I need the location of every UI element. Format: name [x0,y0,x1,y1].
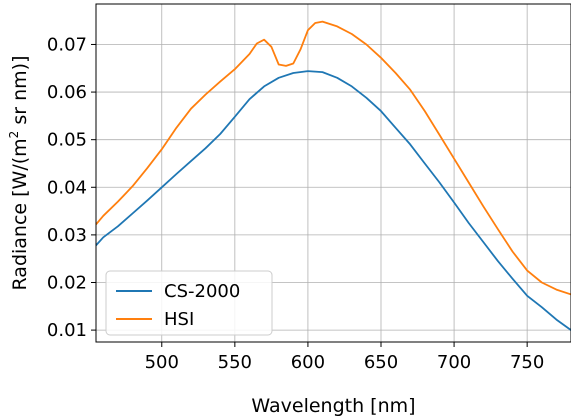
y-tick-label: 0.01 [47,320,87,341]
legend-label-1: HSI [164,309,194,330]
x-tick-label: 700 [437,352,471,373]
legend-label-0: CS-2000 [164,281,240,302]
x-axis-label: Wavelength [nm] [251,395,415,417]
plot-area-frame [95,3,571,343]
grid-lines [96,4,571,342]
y-tick-label: 0.06 [47,82,87,103]
y-axis-ticks: 0.01 0.02 0.03 0.04 0.05 0.06 0.07 [47,34,96,341]
x-tick-label: 750 [510,352,544,373]
legend: CS-2000 HSI [105,270,273,336]
x-axis-ticks: 500 550 600 650 700 750 [145,342,544,373]
series-line-0 [95,70,571,331]
y-tick-label: 0.03 [47,225,87,246]
x-tick-label: 500 [145,352,179,373]
y-axis-label: Radiance [W/(m2 sr nm)] [7,56,31,291]
x-tick-label: 600 [291,352,325,373]
y-tick-label: 0.04 [47,177,87,198]
y-tick-label: 0.02 [47,272,87,293]
series-layer [95,20,571,331]
y-tick-label: 0.05 [47,130,87,151]
y-tick-label: 0.07 [47,34,87,55]
series-line-1 [95,20,571,296]
y-axis-label-suffix: sr nm)] [9,56,31,131]
x-tick-label: 550 [218,352,252,373]
x-tick-label: 650 [364,352,398,373]
y-axis-label-superscript: 2 [7,131,21,139]
y-axis-label-prefix: Radiance [W/(m [9,138,31,290]
